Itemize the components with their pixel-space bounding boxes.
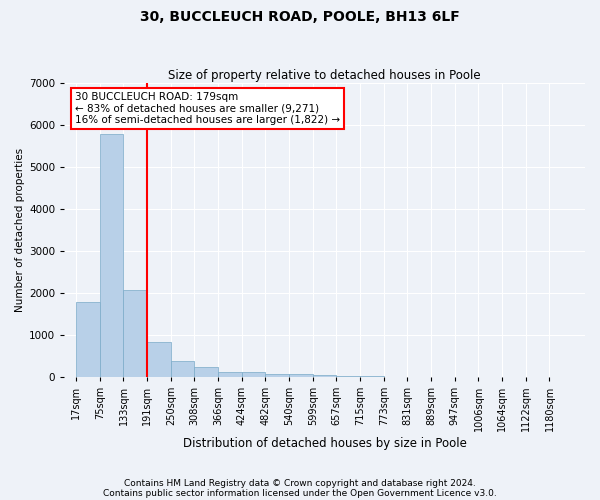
Bar: [124, 290, 147, 377]
Bar: [242, 372, 265, 377]
Bar: [100, 134, 124, 377]
Text: Contains public sector information licensed under the Open Government Licence v3: Contains public sector information licen…: [103, 488, 497, 498]
Bar: [289, 374, 313, 377]
Bar: [147, 342, 171, 377]
Text: Contains HM Land Registry data © Crown copyright and database right 2024.: Contains HM Land Registry data © Crown c…: [124, 478, 476, 488]
Bar: [313, 375, 337, 377]
Bar: [194, 368, 218, 377]
X-axis label: Distribution of detached houses by size in Poole: Distribution of detached houses by size …: [183, 437, 467, 450]
Text: 30 BUCCLEUCH ROAD: 179sqm
← 83% of detached houses are smaller (9,271)
16% of se: 30 BUCCLEUCH ROAD: 179sqm ← 83% of detac…: [75, 92, 340, 125]
Title: Size of property relative to detached houses in Poole: Size of property relative to detached ho…: [169, 69, 481, 82]
Bar: [337, 376, 360, 377]
Y-axis label: Number of detached properties: Number of detached properties: [15, 148, 25, 312]
Bar: [265, 374, 289, 377]
Bar: [171, 360, 194, 377]
Bar: [76, 302, 100, 377]
Bar: [360, 376, 384, 377]
Text: 30, BUCCLEUCH ROAD, POOLE, BH13 6LF: 30, BUCCLEUCH ROAD, POOLE, BH13 6LF: [140, 10, 460, 24]
Bar: [218, 372, 242, 377]
